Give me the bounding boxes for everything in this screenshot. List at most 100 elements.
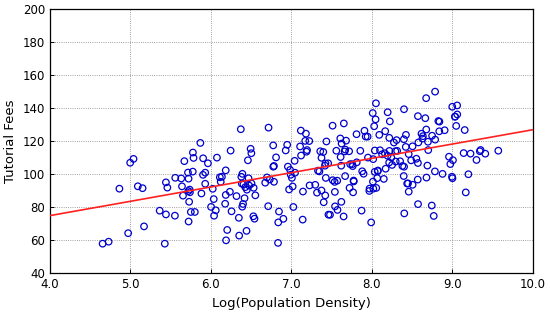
Point (201, 170, 210, 175)
Point (269, 164, 278, 169)
Point (226, 148, 235, 153)
Point (361, 134, 370, 139)
Point (331, 189, 339, 194)
Point (171, 175, 180, 180)
Point (339, 121, 348, 126)
Point (242, 228, 251, 233)
Point (216, 175, 224, 180)
Point (211, 208, 220, 213)
Point (387, 155, 395, 160)
Point (381, 129, 389, 134)
Point (395, 159, 404, 164)
Point (424, 139, 432, 144)
Point (285, 187, 294, 192)
Point (345, 149, 354, 154)
Point (328, 123, 337, 128)
Point (358, 169, 367, 174)
Point (296, 128, 305, 133)
Point (238, 171, 247, 176)
Point (353, 160, 361, 165)
Point (321, 161, 330, 166)
Point (407, 158, 416, 163)
Point (288, 184, 297, 189)
Point (221, 168, 230, 173)
Point (352, 132, 361, 137)
Point (184, 219, 193, 224)
Point (328, 178, 337, 183)
Point (314, 168, 322, 173)
Point (348, 164, 357, 169)
Point (186, 209, 195, 214)
Point (435, 119, 444, 124)
Point (440, 128, 449, 133)
Point (453, 103, 461, 108)
Point (345, 185, 354, 190)
Point (305, 183, 314, 188)
Point (449, 158, 458, 163)
Point (270, 179, 278, 184)
Point (177, 176, 186, 181)
Point (431, 89, 439, 94)
Point (301, 131, 310, 136)
Point (373, 169, 382, 174)
Point (341, 147, 350, 152)
Point (398, 164, 407, 169)
Point (264, 204, 273, 209)
Point (178, 184, 186, 189)
Point (424, 148, 433, 153)
Point (232, 194, 241, 199)
Point (236, 127, 245, 132)
Point (399, 137, 408, 142)
Point (238, 181, 246, 186)
Point (126, 160, 135, 165)
Point (180, 159, 189, 164)
Point (243, 187, 251, 192)
Point (212, 155, 221, 160)
Point (414, 114, 422, 119)
Point (404, 181, 412, 186)
Point (190, 209, 199, 214)
Point (368, 111, 377, 116)
Point (189, 155, 198, 160)
Point (359, 171, 368, 176)
Point (162, 212, 170, 217)
Point (381, 166, 390, 171)
Point (290, 158, 299, 163)
Point (404, 189, 413, 194)
Point (138, 186, 147, 191)
Point (249, 214, 258, 219)
Point (124, 231, 133, 236)
Point (450, 114, 459, 119)
Point (381, 151, 389, 156)
Point (372, 186, 381, 191)
Point (428, 133, 437, 138)
Point (237, 174, 246, 179)
Point (357, 208, 366, 213)
Point (336, 154, 345, 160)
Point (379, 176, 388, 181)
Point (346, 162, 355, 167)
Point (115, 186, 124, 191)
Point (305, 138, 314, 143)
Point (221, 192, 230, 198)
Point (262, 175, 271, 180)
Point (399, 174, 408, 179)
Point (370, 124, 378, 129)
Point (324, 161, 333, 166)
Point (226, 189, 234, 194)
Point (400, 211, 409, 216)
Point (378, 152, 387, 157)
Point (431, 169, 439, 174)
Point (475, 149, 484, 154)
Point (341, 174, 350, 179)
Point (373, 176, 382, 181)
Point (320, 200, 328, 205)
Point (408, 144, 417, 149)
Point (383, 110, 392, 115)
Point (207, 204, 216, 209)
Point (460, 127, 469, 133)
Point (373, 168, 382, 173)
Point (348, 162, 356, 167)
Point (245, 183, 254, 188)
Point (372, 101, 381, 106)
